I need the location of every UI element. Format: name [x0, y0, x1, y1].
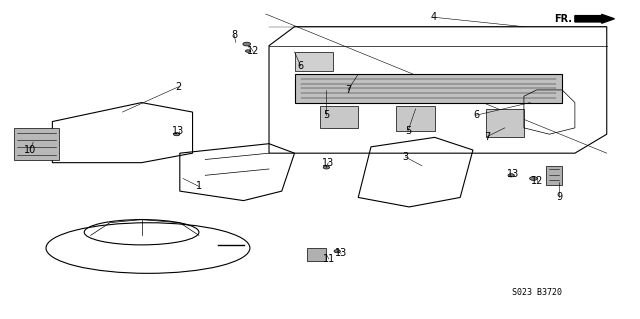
Text: 6: 6 [298, 61, 304, 71]
Text: 11: 11 [323, 254, 335, 264]
Text: 1: 1 [196, 182, 202, 191]
Circle shape [246, 50, 250, 52]
Text: 13: 13 [172, 126, 185, 136]
Text: 13: 13 [507, 169, 519, 179]
Text: 5: 5 [323, 110, 330, 120]
Polygon shape [486, 109, 524, 137]
Text: S023 B3720: S023 B3720 [511, 288, 562, 297]
Text: 6: 6 [473, 110, 479, 120]
Text: 12: 12 [531, 176, 543, 186]
Circle shape [334, 250, 340, 253]
Text: 7: 7 [484, 132, 490, 142]
Circle shape [243, 42, 250, 46]
FancyArrow shape [575, 14, 614, 23]
Text: 13: 13 [335, 249, 347, 258]
Text: 2: 2 [175, 82, 182, 92]
Polygon shape [546, 166, 562, 185]
Polygon shape [294, 52, 333, 71]
Text: 8: 8 [231, 30, 237, 40]
Text: 4: 4 [430, 12, 436, 22]
Text: 7: 7 [345, 85, 351, 95]
Polygon shape [320, 106, 358, 128]
Text: 10: 10 [24, 145, 36, 155]
Text: 12: 12 [247, 46, 259, 56]
Circle shape [530, 177, 538, 180]
Circle shape [173, 133, 180, 136]
Polygon shape [396, 106, 435, 131]
Text: 3: 3 [403, 152, 408, 162]
Text: 5: 5 [405, 126, 411, 136]
Polygon shape [294, 74, 562, 103]
Text: 13: 13 [322, 158, 335, 168]
Text: 9: 9 [556, 192, 562, 203]
Polygon shape [14, 128, 59, 160]
Text: FR.: FR. [554, 14, 572, 24]
Polygon shape [307, 248, 326, 261]
Circle shape [323, 166, 330, 169]
Circle shape [508, 174, 515, 177]
